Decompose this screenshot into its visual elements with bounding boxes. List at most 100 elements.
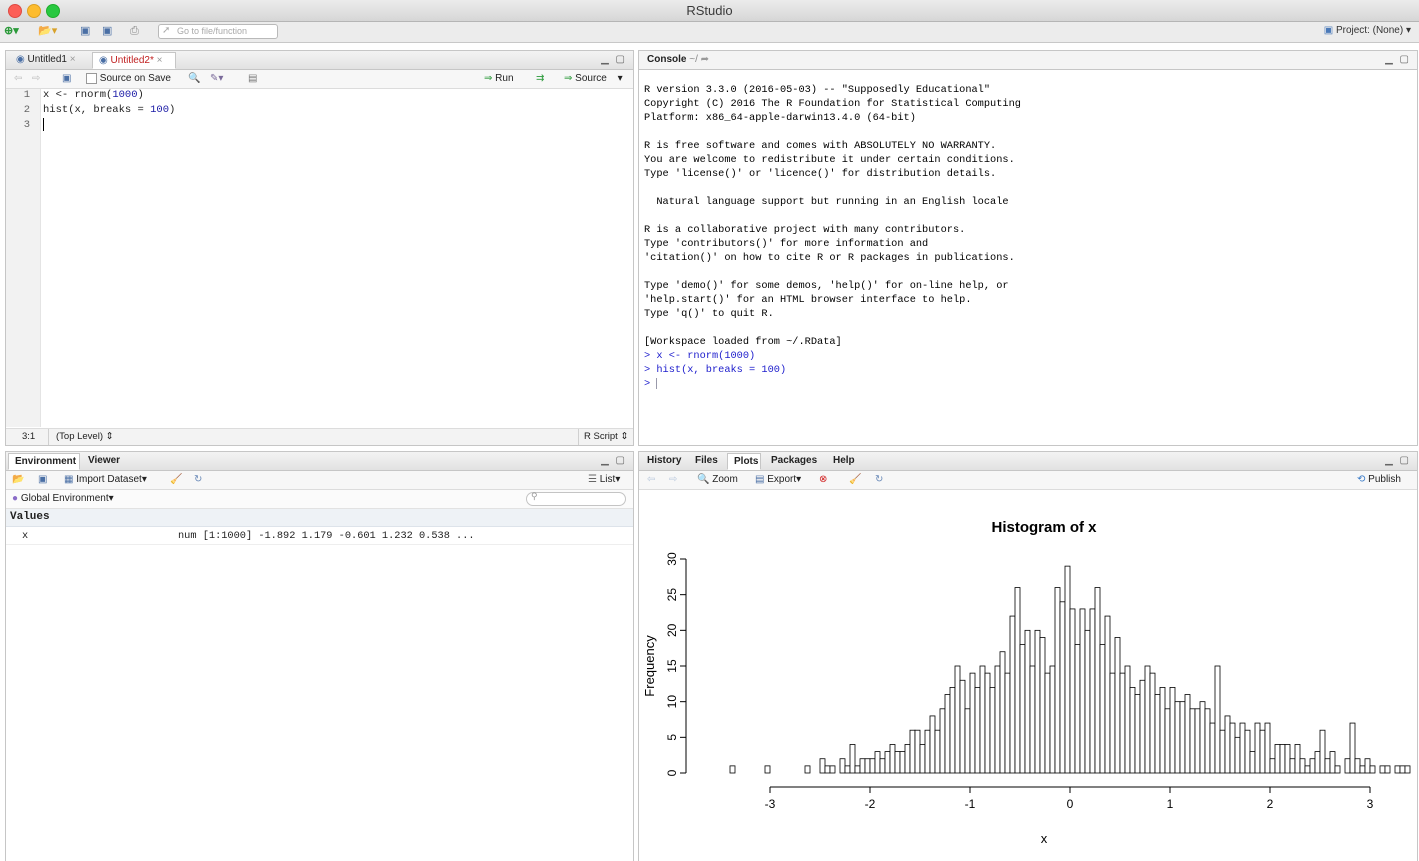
tab-plots[interactable]: Plots bbox=[727, 453, 761, 470]
environment-scope-dropdown[interactable]: ● Global Environment▾ bbox=[12, 493, 114, 504]
tab-packages[interactable]: Packages bbox=[765, 453, 823, 470]
forward-arrow-icon[interactable]: ⇨ bbox=[32, 73, 41, 84]
project-menu[interactable]: ▣ Project: (None) ▾ bbox=[1324, 25, 1411, 36]
publish-icon: ⟲ bbox=[1357, 474, 1366, 485]
run-arrow-icon: ⇒ bbox=[484, 73, 493, 84]
source-arrow-icon: ⇒ bbox=[564, 73, 573, 84]
open-file-icon[interactable]: 📂▾ bbox=[38, 25, 58, 37]
pane-window-controls[interactable]: ▁ ▢ bbox=[1385, 54, 1411, 65]
scope-selector[interactable]: (Top Level) ⇕ bbox=[56, 429, 114, 445]
tab-console[interactable]: Console ~/ ➦ bbox=[641, 52, 725, 69]
goto-file-input[interactable]: Go to file/function bbox=[158, 24, 278, 39]
zoom-button[interactable]: 🔍 Zoom bbox=[697, 473, 738, 487]
refresh-icon[interactable]: ↻ bbox=[875, 474, 884, 485]
remove-plot-icon[interactable]: ⊗ bbox=[819, 474, 828, 485]
load-workspace-icon[interactable]: 📂 bbox=[12, 474, 25, 485]
prompt-symbol: > bbox=[644, 378, 657, 390]
histogram-bar bbox=[1034, 629, 1041, 774]
new-file-icon[interactable]: ⊕▾ bbox=[4, 25, 19, 37]
title-bar: RStudio bbox=[0, 0, 1419, 22]
next-plot-icon[interactable]: ⇨ bbox=[669, 474, 678, 485]
zoom-label: Zoom bbox=[712, 474, 738, 485]
pane-window-controls[interactable]: ▁ ▢ bbox=[601, 455, 627, 466]
histogram-bar bbox=[1404, 765, 1411, 774]
console-prompt[interactable]: > bbox=[644, 377, 1417, 391]
histogram-bar bbox=[1189, 708, 1196, 774]
histogram-bar bbox=[1334, 765, 1341, 774]
environment-scope-bar: ● Global Environment▾ ⚲ bbox=[6, 490, 633, 509]
refresh-icon[interactable]: ↻ bbox=[194, 474, 203, 485]
previous-plot-icon[interactable]: ⇦ bbox=[647, 474, 656, 485]
section-header-label: Values bbox=[10, 511, 50, 523]
close-window-button[interactable] bbox=[8, 4, 22, 18]
save-icon[interactable]: ▣ bbox=[80, 25, 91, 37]
back-arrow-icon[interactable]: ⇦ bbox=[14, 73, 23, 84]
environment-row[interactable]: x num [1:1000] -1.892 1.179 -0.601 1.232… bbox=[6, 527, 633, 545]
tab-label: Files bbox=[695, 455, 718, 466]
chevron-down-icon: ▾ bbox=[617, 73, 623, 84]
updown-icon: ⇕ bbox=[105, 431, 114, 442]
magic-wand-icon[interactable]: ✎▾ bbox=[210, 73, 224, 84]
save-icon[interactable]: ▣ bbox=[62, 73, 72, 84]
console-output[interactable]: R version 3.3.0 (2016-05-03) -- "Suppose… bbox=[644, 83, 1417, 391]
histogram-bar bbox=[1209, 722, 1216, 774]
search-icon[interactable]: 🔍 bbox=[188, 73, 201, 84]
environment-search-input[interactable]: ⚲ bbox=[526, 491, 626, 506]
publish-button[interactable]: ⟲ Publish bbox=[1357, 473, 1401, 487]
histogram-bar bbox=[994, 665, 1001, 774]
histogram-bar bbox=[1169, 686, 1176, 774]
minimize-window-button[interactable] bbox=[27, 4, 41, 18]
compile-report-icon[interactable]: ▤ bbox=[248, 73, 258, 84]
chart-title: Histogram of x bbox=[991, 519, 1097, 536]
tab-environment[interactable]: Environment bbox=[8, 453, 80, 470]
code-line: x <- rnorm(1000) bbox=[43, 89, 144, 101]
export-button[interactable]: ▤ Export▾ bbox=[755, 473, 801, 487]
histogram-bar bbox=[1154, 694, 1161, 774]
go-to-directory-icon[interactable]: ➦ bbox=[700, 54, 710, 65]
histogram-bar bbox=[964, 708, 971, 774]
tab-viewer[interactable]: Viewer bbox=[82, 453, 128, 470]
main-toolbar: ⊕▾ 📂▾ ▣ ▣ ⎙ Go to file/function ➚ ▣ Proj… bbox=[0, 22, 1419, 43]
histogram-bar bbox=[1249, 751, 1256, 774]
histogram-bar bbox=[904, 744, 911, 774]
histogram-bar bbox=[1319, 729, 1326, 774]
close-icon[interactable]: × bbox=[156, 55, 163, 66]
histogram-bar bbox=[804, 765, 811, 774]
tab-untitled2[interactable]: ◉ Untitled2* × bbox=[92, 52, 176, 69]
histogram-bar bbox=[1064, 565, 1071, 774]
histogram-bar bbox=[1059, 601, 1066, 774]
save-icon[interactable]: ▣ bbox=[38, 474, 48, 485]
histogram-bar bbox=[969, 672, 976, 774]
tab-files[interactable]: Files bbox=[689, 453, 723, 470]
pane-window-controls[interactable]: ▁ ▢ bbox=[601, 54, 627, 65]
view-mode-dropdown[interactable]: ☰ List▾ bbox=[588, 473, 620, 487]
checkbox-icon bbox=[86, 72, 97, 84]
close-icon[interactable]: × bbox=[69, 54, 76, 65]
rerun-icon[interactable]: ⇉ bbox=[536, 73, 545, 84]
tab-untitled1[interactable]: ◉ Untitled1 × bbox=[10, 52, 88, 69]
r-file-icon: ◉ bbox=[99, 55, 108, 66]
line-number: 2 bbox=[23, 104, 30, 116]
histogram-bar bbox=[729, 765, 736, 774]
environment-toolbar: 📂 ▣ ▦ Import Dataset▾ 🧹 ↻ ☰ List▾ bbox=[6, 471, 633, 490]
tab-help[interactable]: Help bbox=[827, 453, 859, 470]
file-type-selector[interactable]: R Script ⇕ bbox=[584, 429, 628, 445]
code-area[interactable]: x <- rnorm(1000) hist(x, breaks = 100) bbox=[43, 88, 633, 133]
zoom-window-button[interactable] bbox=[46, 4, 60, 18]
source-on-save-checkbox[interactable]: Source on Save bbox=[86, 72, 171, 86]
histogram-bar bbox=[1279, 744, 1286, 774]
tab-label: Viewer bbox=[88, 455, 121, 466]
source-button[interactable]: ⇒ Source ▾ bbox=[564, 72, 623, 86]
save-all-icon[interactable]: ▣ bbox=[102, 25, 113, 37]
broom-icon[interactable]: 🧹 bbox=[849, 474, 862, 485]
run-button[interactable]: ⇒ Run bbox=[484, 72, 514, 86]
pane-window-controls[interactable]: ▁ ▢ bbox=[1385, 455, 1411, 466]
broom-icon[interactable]: 🧹 bbox=[170, 474, 183, 485]
x-tick-label: 1 bbox=[1167, 797, 1174, 811]
import-dataset-button[interactable]: ▦ Import Dataset▾ bbox=[64, 473, 147, 487]
tab-history[interactable]: History bbox=[641, 453, 685, 470]
histogram-bar bbox=[1394, 765, 1401, 774]
print-icon[interactable]: ⎙ bbox=[130, 25, 139, 37]
console-startup-text: R version 3.3.0 (2016-05-03) -- "Suppose… bbox=[644, 84, 1021, 348]
run-label: Run bbox=[495, 73, 514, 84]
